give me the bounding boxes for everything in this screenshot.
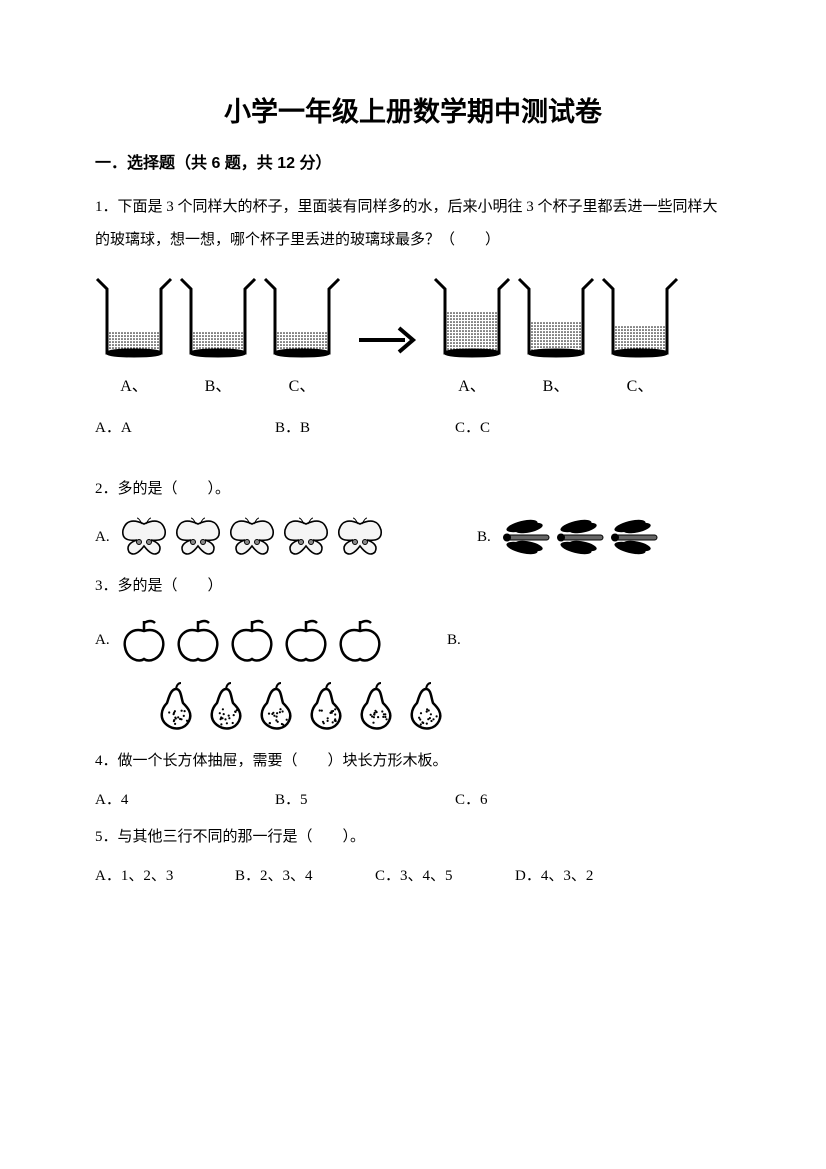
pear-icon: [351, 679, 401, 733]
q4-opt-a: A．4: [95, 788, 275, 809]
q5-opt-a: A．1、2、3: [95, 864, 235, 885]
apple-icon: [333, 613, 387, 667]
question-3: 3．多的是（ ）: [95, 570, 731, 603]
butterfly-group: [117, 516, 387, 558]
butterfly-icon: [171, 516, 225, 558]
q4-text: 4．做一个长方体抽屉，需要（ ）块长方形木板。: [95, 753, 448, 769]
dragonfly-icon: [553, 516, 607, 558]
q4-opt-b: B．5: [275, 788, 455, 809]
pear-icon: [151, 679, 201, 733]
apple-icon: [225, 613, 279, 667]
q1-options: A．A B．B C．C: [95, 416, 731, 437]
pear-group: [151, 679, 451, 733]
q5-opt-c: C．3、4、5: [375, 864, 515, 885]
apple-icon: [279, 613, 333, 667]
question-2: 2．多的是（ ）。: [95, 473, 731, 506]
question-4: 4．做一个长方体抽屉，需要（ ）块长方形木板。: [95, 745, 731, 778]
pear-icon: [301, 679, 351, 733]
dragonfly-icon: [499, 516, 553, 558]
apple-icon: [117, 613, 171, 667]
apple-group: [117, 613, 387, 667]
q3-opt-b-label: B.: [447, 632, 469, 649]
dragonfly-icon: [607, 516, 661, 558]
section-header-1: 一．选择题（共 6 题，共 12 分）: [95, 149, 731, 173]
q2-opt-a-label: A.: [95, 529, 117, 546]
butterfly-icon: [333, 516, 387, 558]
page-title: 小学一年级上册数学期中测试卷: [95, 90, 731, 129]
butterfly-icon: [279, 516, 333, 558]
q2-text: 2．多的是（ ）。: [95, 481, 230, 497]
question-5: 5．与其他三行不同的那一行是（ ）。: [95, 821, 731, 854]
pear-icon: [201, 679, 251, 733]
q1-opt-a: A．A: [95, 416, 275, 437]
pear-icon: [401, 679, 451, 733]
q4-opt-c: C．6: [455, 788, 635, 809]
q3-opt-a-label: A.: [95, 632, 117, 649]
butterfly-icon: [117, 516, 171, 558]
butterfly-icon: [225, 516, 279, 558]
q2-opt-b-label: B.: [477, 529, 499, 546]
q1-text: 1．下面是 3 个同样大的杯子，里面装有同样多的水，后来小明往 3 个杯子里都丢…: [95, 199, 718, 248]
q1-opt-b: B．B: [275, 416, 455, 437]
q5-opt-b: B．2、3、4: [235, 864, 375, 885]
pear-icon: [251, 679, 301, 733]
q3-row-a: A. B.: [95, 613, 731, 667]
beaker-set-after: A、 B、 C、: [433, 275, 679, 396]
q3-row-b: [151, 679, 731, 733]
q5-opt-d: D．4、3、2: [515, 864, 655, 885]
q5-text: 5．与其他三行不同的那一行是（ ）。: [95, 829, 365, 845]
beaker-set-before: A、 B、 C、: [95, 275, 341, 396]
apple-icon: [171, 613, 225, 667]
q1-figure: A、 B、 C、 A、 B、 C、: [95, 275, 731, 396]
dragonfly-group: [499, 516, 661, 558]
q3-text: 3．多的是（ ）: [95, 578, 223, 594]
q5-options: A．1、2、3 B．2、3、4 C．3、4、5 D．4、3、2: [95, 864, 731, 885]
arrow-icon: [355, 319, 419, 372]
q4-options: A．4 B．5 C．6: [95, 788, 731, 809]
question-1: 1．下面是 3 个同样大的杯子，里面装有同样多的水，后来小明往 3 个杯子里都丢…: [95, 191, 731, 257]
q1-opt-c: C．C: [455, 416, 635, 437]
q2-options-row: A. B.: [95, 516, 731, 558]
